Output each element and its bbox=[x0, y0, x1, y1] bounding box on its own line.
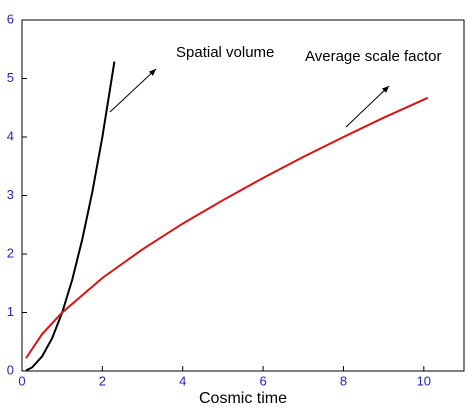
x-tick-label: 8 bbox=[340, 373, 347, 388]
arrow bbox=[109, 68, 157, 113]
plot-frame bbox=[21, 19, 465, 372]
line bbox=[25, 96, 429, 359]
x-axis-label: Cosmic time bbox=[199, 390, 287, 407]
y-tick-label: 4 bbox=[7, 128, 14, 143]
x-tick-label: 6 bbox=[259, 373, 266, 388]
annotation: Average scale factor bbox=[305, 48, 441, 65]
line bbox=[25, 61, 116, 372]
x-tick-label: 0 bbox=[18, 373, 25, 388]
y-tick-label: 2 bbox=[7, 245, 14, 260]
y-tick-label: 6 bbox=[7, 11, 14, 26]
y-tick-label: 1 bbox=[7, 304, 14, 319]
annotation: Spatial volume bbox=[176, 44, 274, 61]
y-tick-label: 3 bbox=[7, 187, 14, 202]
arrow bbox=[345, 85, 390, 128]
x-tick-label: 10 bbox=[417, 373, 431, 388]
y-tick-label: 0 bbox=[7, 362, 14, 377]
x-tick-label: 2 bbox=[99, 373, 106, 388]
x-tick-label: 4 bbox=[179, 373, 186, 388]
y-tick-label: 5 bbox=[7, 70, 14, 85]
